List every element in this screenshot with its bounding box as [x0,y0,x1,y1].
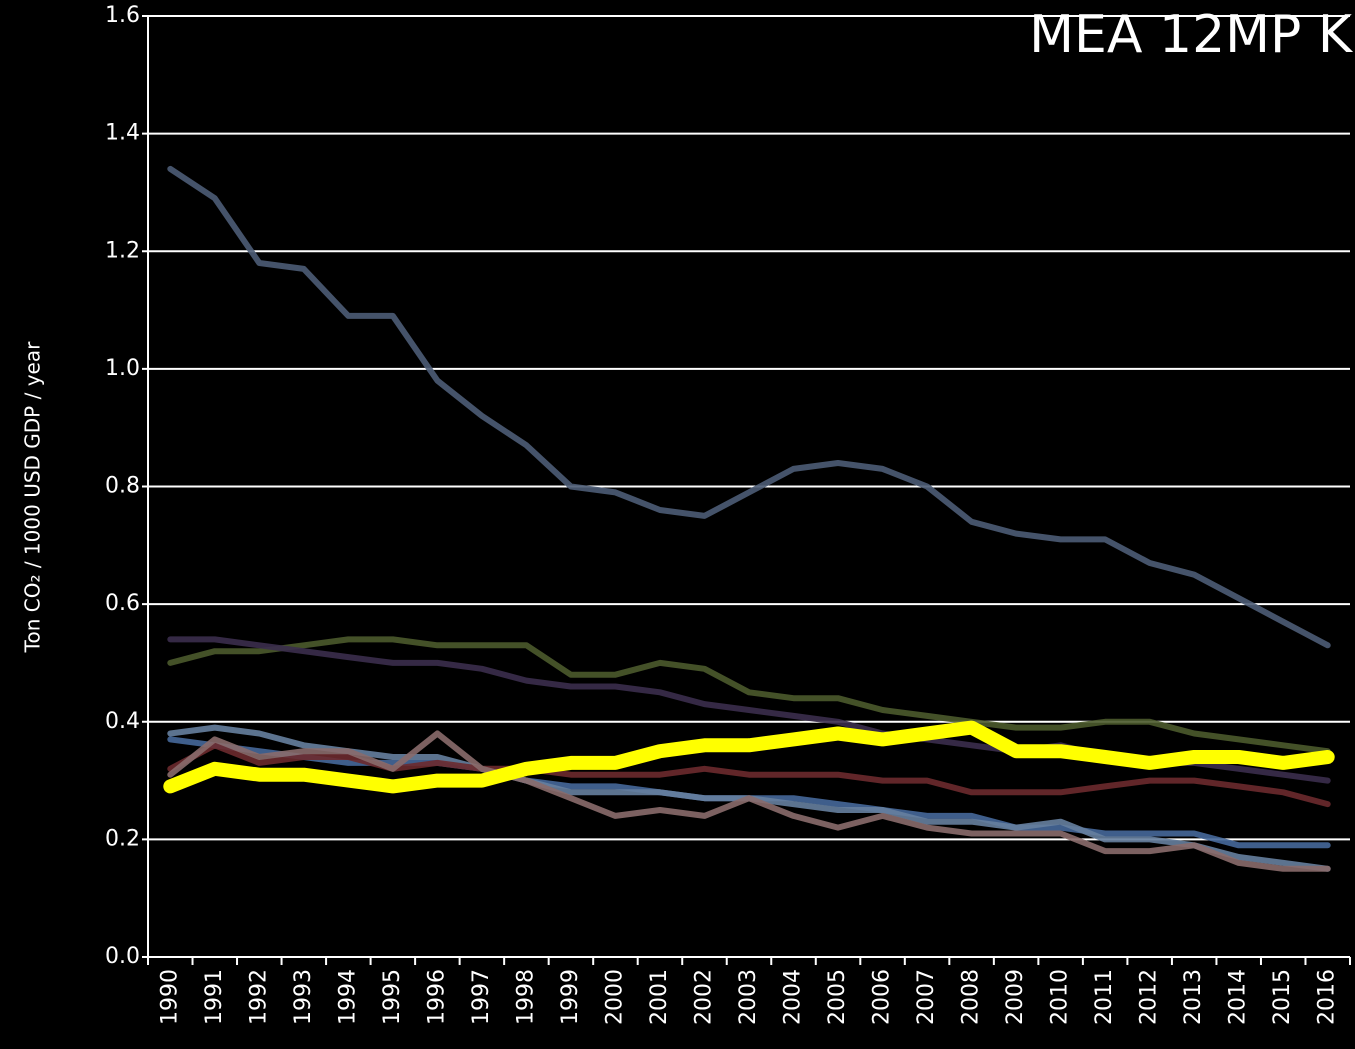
x-tick-label: 2006 [870,969,895,1025]
x-tick-label: 1993 [291,969,316,1025]
x-tick-label: 1991 [202,969,227,1025]
y-tick-label: 0.8 [105,474,140,499]
x-tick-label: 2011 [1092,969,1117,1025]
x-tick-label: 2015 [1270,969,1295,1025]
chart-title: MEA 12MP K [1029,5,1354,65]
x-tick-label: 1990 [157,969,182,1025]
x-tick-label: 2013 [1181,969,1206,1025]
y-tick-label: 0.4 [105,709,140,734]
y-axis-label: Ton CO₂ / 1000 USD GDP / year [21,341,45,653]
x-tick-label: 2010 [1048,969,1073,1025]
x-tick-label: 2003 [736,969,761,1025]
y-tick-label: 1.0 [105,356,140,381]
x-tick-label: 2001 [647,969,672,1025]
y-tick-label: 1.6 [105,3,140,28]
x-tick-label: 1994 [335,969,360,1025]
x-tick-label: 1998 [513,969,538,1025]
x-tick-label: 1995 [380,969,405,1025]
x-tick-label: 1999 [558,969,583,1025]
x-tick-label: 2000 [602,969,627,1025]
y-tick-label: 1.4 [105,121,140,146]
x-tick-label: 2008 [959,969,984,1025]
x-tick-label: 2009 [1003,969,1028,1025]
x-tick-label: 1992 [246,969,271,1025]
y-tick-label: 0.2 [105,826,140,851]
y-tick-label: 0.6 [105,591,140,616]
x-tick-label: 1996 [424,969,449,1025]
series-line [163,720,1335,794]
x-tick-label: 2014 [1226,969,1251,1025]
series-line [167,636,1331,755]
y-tick-label: 1.2 [105,238,140,263]
x-tick-label: 2005 [825,969,850,1025]
x-tick-label: 2012 [1137,969,1162,1025]
x-tick-label: 1997 [469,969,494,1025]
series-line [167,730,1331,872]
x-tick-label: 2016 [1315,969,1340,1025]
series-line [167,742,1331,808]
x-tick-label: 2007 [914,969,939,1025]
series-line [167,165,1331,649]
y-tick-label: 0.0 [105,944,140,969]
x-tick-label: 2002 [691,969,716,1025]
x-tick-label: 2004 [781,969,806,1025]
